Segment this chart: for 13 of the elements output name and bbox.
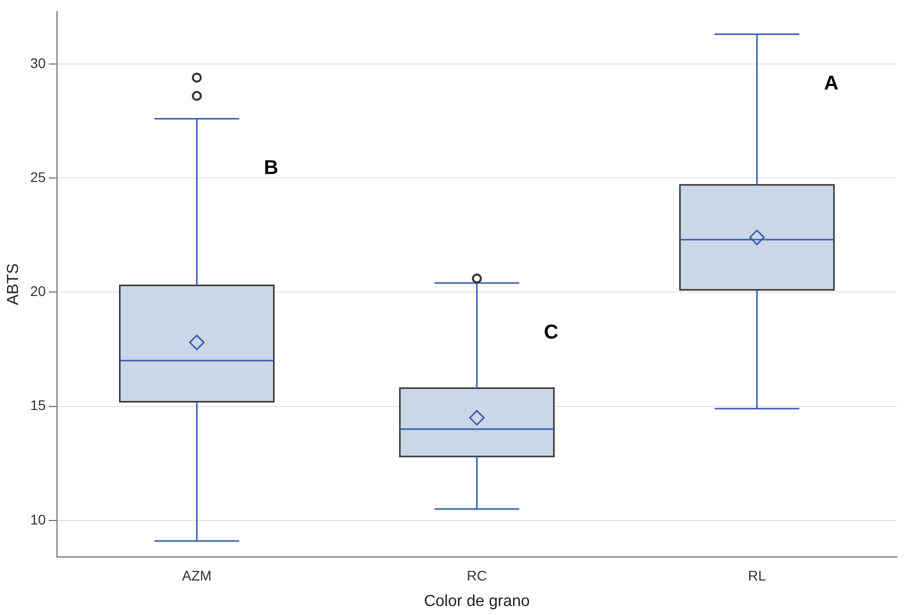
annotation: A	[824, 72, 838, 95]
y-tick-label: 10	[30, 511, 46, 528]
annotation: B	[264, 157, 278, 180]
x-axis-title: Color de grano	[424, 592, 530, 610]
x-tick-label: AZM	[182, 567, 212, 584]
y-axis-title: ABTS	[5, 263, 22, 306]
x-tick-label: RL	[748, 567, 766, 584]
y-tick-label: 15	[30, 397, 46, 414]
y-tick-label: 20	[30, 283, 46, 300]
y-tick-label: 30	[30, 54, 46, 71]
annotation: C	[544, 322, 558, 344]
x-tick-label: RC	[466, 567, 488, 584]
y-tick-label: 25	[30, 168, 46, 185]
